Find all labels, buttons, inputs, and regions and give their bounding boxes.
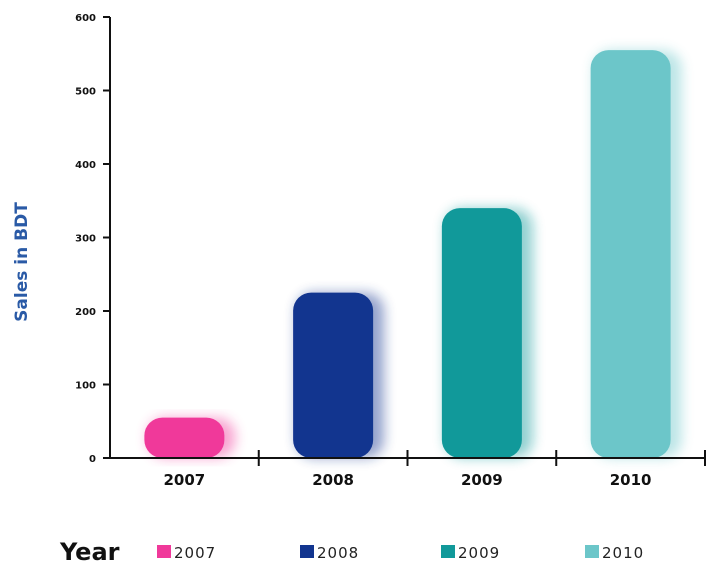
legend-label-2009: 2009 [458, 544, 500, 562]
x-tick-label-2007: 2007 [164, 471, 206, 489]
bar-2008 [293, 292, 374, 458]
y-tick-label: 0 [89, 454, 96, 465]
y-tick-label: 600 [75, 13, 96, 24]
legend-swatch-2010 [585, 545, 599, 558]
y-axis-title: Sales in BDT [12, 202, 32, 322]
legend-swatch-2009 [441, 545, 455, 558]
legend-label-2010: 2010 [602, 544, 644, 562]
legend: 2007 2008 2009 2010 [157, 544, 644, 562]
bar-2007 [144, 417, 225, 458]
legend-swatch-2007 [157, 545, 171, 558]
x-tick-label-2010: 2010 [610, 471, 652, 489]
legend-swatch-2008 [300, 545, 314, 558]
legend-label-2007: 2007 [174, 544, 216, 562]
x-ticks: 2007 2008 2009 2010 [164, 450, 706, 489]
y-tick-label: 300 [75, 234, 96, 245]
x-axis-title: Year [59, 538, 120, 566]
bar-2010 [590, 50, 671, 458]
bars-layer [144, 50, 682, 458]
legend-label-2008: 2008 [317, 544, 359, 562]
y-tick-label: 200 [75, 307, 96, 318]
y-tick-label: 400 [75, 160, 96, 171]
x-tick-label-2008: 2008 [312, 471, 354, 489]
bar-2009 [441, 208, 522, 458]
y-tick-label: 500 [75, 87, 96, 98]
y-tick-label: 100 [75, 381, 96, 392]
y-ticks: 0 100 200 300 400 500 600 [75, 13, 110, 465]
x-tick-label-2009: 2009 [461, 471, 503, 489]
